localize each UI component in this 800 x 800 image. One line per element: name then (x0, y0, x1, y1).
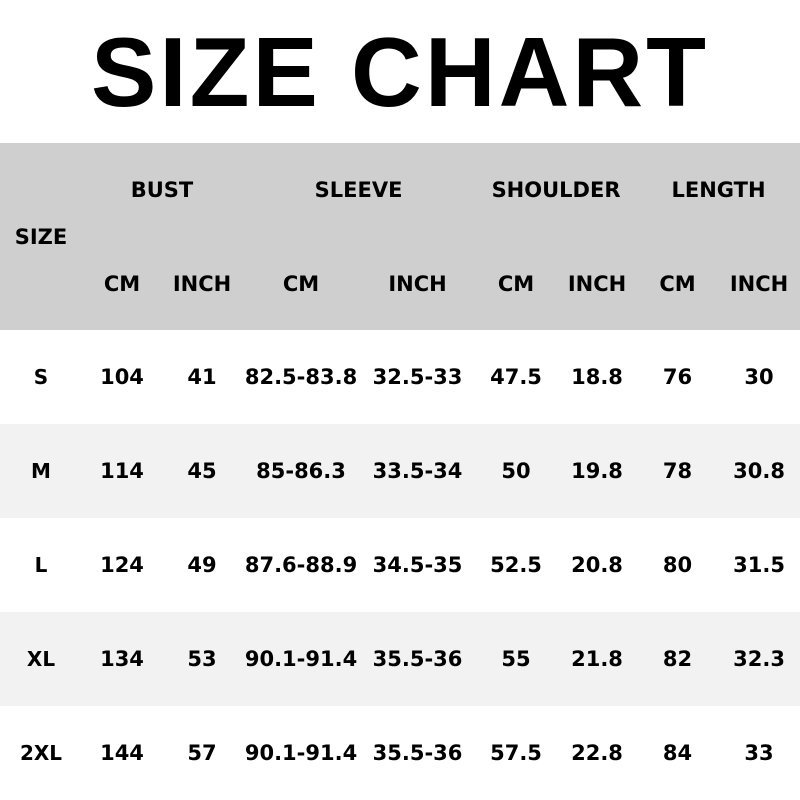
table-cell: 33.5-34 (360, 424, 476, 518)
table-row: L 124 49 87.6-88.9 34.5-35 52.5 20.8 80 31.5 (0, 518, 800, 612)
header-unit: INCH (360, 237, 476, 330)
table-cell: 104 (100, 365, 144, 389)
table-row: XL 134 53 90.1-91.4 35.5-36 55 21.8 82 32.3 (0, 612, 800, 706)
size-label: M (0, 424, 82, 518)
table-cell: 82 (637, 612, 719, 706)
table-cell: 30 (744, 365, 774, 389)
header-size: SIZE (0, 143, 82, 330)
size-table: SIZE BUST SLEEVE SHOULDER LENGTH CM INCH… (0, 143, 800, 800)
table-cell: 21.8 (557, 612, 638, 706)
table-cell: 90.1-91.4 (244, 741, 358, 765)
header-sleeve: SLEEVE (242, 143, 476, 237)
table-cell: 30.8 (718, 424, 800, 518)
table-cell: 52.5 (490, 553, 542, 577)
table-cell: 34.5-35 (372, 553, 463, 577)
table-cell: 82.5-83.8 (244, 365, 358, 389)
table-cell: 35.5-36 (372, 741, 463, 765)
table-cell: 35.5-36 (360, 612, 476, 706)
size-label: S (33, 365, 49, 389)
header-unit: CM (475, 237, 558, 330)
table-cell: 90.1-91.4 (242, 612, 361, 706)
table-cell: 32.3 (718, 612, 800, 706)
table-cell: 31.5 (733, 553, 785, 577)
table-cell: 20.8 (571, 553, 623, 577)
table-cell: 32.5-33 (372, 365, 463, 389)
table-cell: 53 (162, 612, 243, 706)
table-cell: 114 (82, 424, 162, 518)
table-cell: 84 (662, 741, 693, 765)
table-cell: 76 (662, 365, 693, 389)
table-cell: 41 (187, 365, 217, 389)
header-unit: INCH (718, 237, 800, 330)
table-cell: 50 (475, 424, 558, 518)
table-cell: 19.8 (557, 424, 638, 518)
header-unit: CM (82, 237, 162, 330)
header-bust: BUST (82, 143, 243, 237)
header-shoulder: SHOULDER (475, 143, 638, 237)
table-cell: 87.6-88.9 (244, 553, 358, 577)
header-length: LENGTH (637, 143, 800, 237)
header-unit: CM (637, 237, 719, 330)
table-cell: 45 (162, 424, 243, 518)
table-cell: 124 (100, 553, 144, 577)
table-cell: 33 (744, 741, 774, 765)
table-cell: 57 (187, 741, 217, 765)
header-unit: INCH (557, 237, 638, 330)
size-label: 2XL (19, 741, 63, 765)
table-cell: 55 (475, 612, 558, 706)
table-cell: 134 (82, 612, 162, 706)
table-row: 2XL 144 57 90.1-91.4 35.5-36 57.5 22.8 84 33 (0, 706, 800, 800)
table-row: M 114 45 85-86.3 33.5-34 50 19.8 78 30.8 (0, 424, 800, 518)
page-title: SIZE CHART (91, 16, 709, 127)
table-cell: 85-86.3 (242, 424, 361, 518)
table-cell: 49 (187, 553, 217, 577)
table-row: S 104 41 82.5-83.8 32.5-33 47.5 18.8 76 30 (0, 330, 800, 424)
size-label: XL (0, 612, 82, 706)
table-cell: 78 (637, 424, 719, 518)
table-cell: 144 (100, 741, 144, 765)
table-cell: 18.8 (571, 365, 623, 389)
header-unit: INCH (162, 237, 243, 330)
table-cell: 47.5 (490, 365, 542, 389)
table-body: S 104 41 82.5-83.8 32.5-33 47.5 18.8 76 30 M 114 45… (0, 330, 800, 800)
header-unit: CM (242, 237, 361, 330)
table-cell: 22.8 (571, 741, 623, 765)
table-cell: 80 (662, 553, 693, 577)
table-cell: 57.5 (490, 741, 542, 765)
size-label: L (34, 553, 48, 577)
